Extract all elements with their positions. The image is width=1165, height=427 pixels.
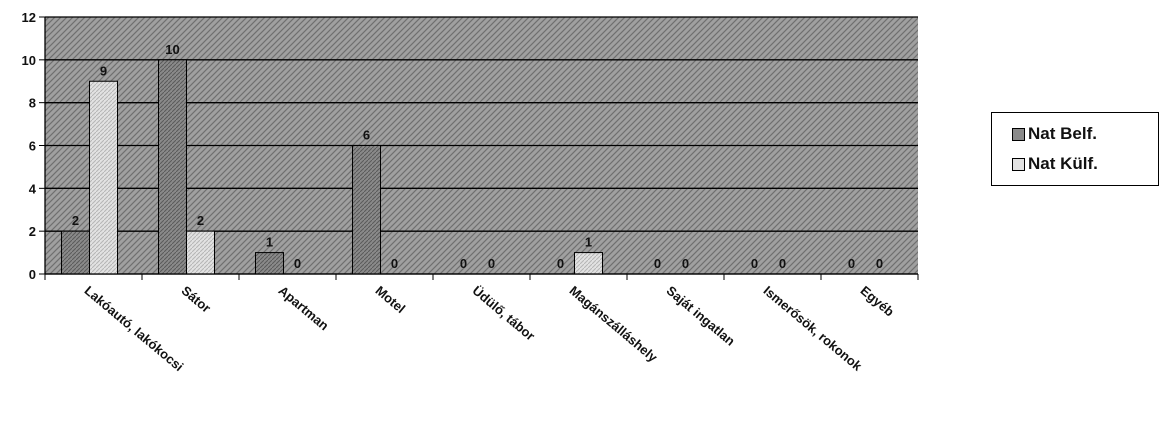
- x-tick-label: Ismerősök, rokonok: [761, 283, 866, 374]
- bar-kulf: [89, 80, 118, 275]
- y-tick-label: 4: [29, 181, 37, 196]
- data-label: 0: [848, 256, 855, 271]
- bar-kulf: [574, 252, 603, 275]
- data-label: 2: [72, 213, 79, 228]
- x-tick-label: Magánszálláshely: [567, 283, 661, 366]
- y-tick-label: 6: [29, 139, 36, 154]
- data-label: 1: [266, 235, 273, 250]
- y-tick-label: 12: [22, 10, 36, 25]
- data-label: 0: [779, 256, 786, 271]
- bar-belf: [352, 145, 381, 275]
- y-tick-label: 10: [22, 53, 36, 68]
- x-tick-label: Egyéb: [858, 283, 898, 320]
- bar-kulf: [186, 230, 215, 275]
- x-tick-label: Lakóautó, lakókocsi: [82, 283, 187, 374]
- data-label: 0: [460, 256, 467, 271]
- data-label: 0: [654, 256, 661, 271]
- x-tick-label: Üdülő, tábor: [470, 283, 538, 344]
- data-label: 10: [165, 42, 179, 57]
- x-tick-label: Motel: [373, 283, 409, 316]
- y-tick-label: 2: [29, 224, 36, 239]
- data-label: 0: [751, 256, 758, 271]
- bar-belf: [61, 230, 90, 275]
- data-label: 0: [682, 256, 689, 271]
- x-tick-label: Saját ingatlan: [664, 283, 738, 349]
- legend: Nat Belf. Nat Külf.: [991, 112, 1159, 186]
- bar-belf: [158, 59, 187, 275]
- bar-belf: [255, 252, 284, 275]
- x-tick-label: Sátor: [179, 283, 214, 316]
- data-label: 0: [876, 256, 883, 271]
- legend-item-kulf: Nat Külf.: [1012, 154, 1098, 174]
- data-label: 0: [294, 256, 301, 271]
- data-label: 0: [557, 256, 564, 271]
- y-tick-label: 0: [29, 267, 36, 282]
- data-label: 2: [197, 213, 204, 228]
- legend-swatch-belf: [1012, 127, 1025, 141]
- data-label: 9: [100, 63, 107, 78]
- data-label: 0: [488, 256, 495, 271]
- legend-item-belf: Nat Belf.: [1012, 124, 1097, 144]
- data-label: 1: [585, 235, 592, 250]
- data-label: 0: [391, 256, 398, 271]
- y-tick-label: 8: [29, 96, 36, 111]
- legend-label-kulf: Nat Külf.: [1028, 154, 1098, 173]
- legend-swatch-kulf: [1012, 157, 1025, 171]
- data-label: 6: [363, 128, 370, 143]
- legend-label-belf: Nat Belf.: [1028, 124, 1097, 143]
- x-tick-label: Apartman: [276, 283, 332, 334]
